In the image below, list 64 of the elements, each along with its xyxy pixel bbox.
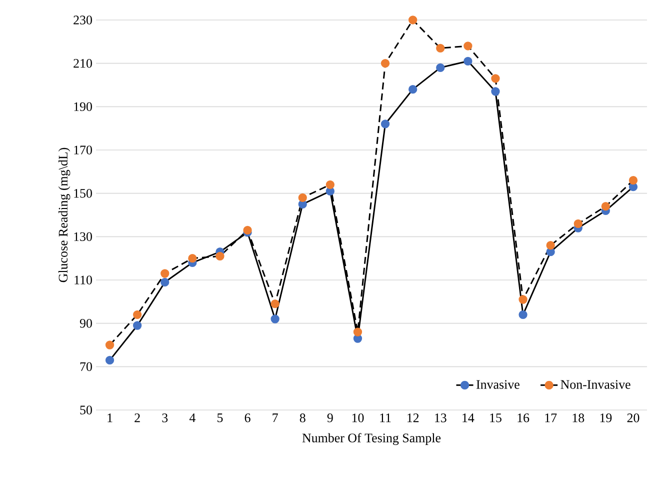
point xyxy=(601,202,610,211)
point xyxy=(380,58,390,68)
x-tick-label: 9 xyxy=(327,414,333,422)
point xyxy=(105,340,114,350)
point xyxy=(491,74,500,83)
point xyxy=(408,84,418,94)
point xyxy=(518,295,528,304)
point xyxy=(574,219,582,228)
point xyxy=(270,299,280,308)
point xyxy=(628,176,638,185)
y-tick-label: 70 xyxy=(80,362,92,372)
point xyxy=(270,314,280,324)
point xyxy=(408,16,418,24)
y-tick-label: 150 xyxy=(74,188,92,198)
point xyxy=(216,252,224,260)
legend-label: Invasive xyxy=(476,380,520,389)
x-tick-label: 19 xyxy=(600,414,612,422)
x-tick-label: 3 xyxy=(162,414,168,422)
x-tick-label: 13 xyxy=(435,414,446,422)
point xyxy=(326,180,335,189)
point xyxy=(188,254,197,263)
point xyxy=(436,63,445,72)
x-tick-label: 6 xyxy=(244,414,250,422)
point xyxy=(298,193,307,202)
point xyxy=(353,328,362,336)
x-tick-label: 15 xyxy=(490,414,502,422)
x-tick-label: 10 xyxy=(352,414,364,422)
point xyxy=(160,269,170,278)
x-tick-label: 7 xyxy=(272,414,278,422)
x-tick-label: 11 xyxy=(380,414,391,422)
y-axis-title: Glucose Reading (mg\dL) xyxy=(58,148,70,282)
y-tick-label: 130 xyxy=(74,232,92,242)
x-tick-label: 12 xyxy=(407,414,419,422)
y-tick-label: 170 xyxy=(74,146,92,154)
y-tick-label: 90 xyxy=(80,318,92,328)
point xyxy=(132,310,142,320)
x-tick-label: 5 xyxy=(217,414,223,422)
y-tick-label: 230 xyxy=(74,16,92,24)
x-tick-label: 1 xyxy=(108,414,112,422)
x-tick-label: 18 xyxy=(572,414,584,422)
x-tick-label: 20 xyxy=(627,414,640,422)
point xyxy=(546,240,555,250)
point xyxy=(518,310,528,320)
point xyxy=(464,42,472,50)
legend-label: Non-Invasive xyxy=(560,380,630,389)
x-tick-label: 14 xyxy=(462,414,474,422)
y-tick-label: 110 xyxy=(74,276,92,284)
x-tick-label: 16 xyxy=(518,414,530,422)
y-tick-label: 210 xyxy=(74,58,92,68)
x-axis-title: Number Of Tesing Sample xyxy=(302,433,441,445)
point xyxy=(491,87,500,96)
point xyxy=(464,56,472,66)
x-tick-label: 8 xyxy=(300,414,306,422)
y-tick-label: 190 xyxy=(74,102,92,112)
x-tick-label: 4 xyxy=(189,414,196,422)
point xyxy=(132,321,142,330)
point xyxy=(243,226,252,234)
point xyxy=(160,278,170,286)
x-tick-label: 17 xyxy=(545,414,557,422)
y-tick-label: 50 xyxy=(80,406,92,414)
point xyxy=(436,44,445,52)
point xyxy=(380,120,390,128)
point xyxy=(105,356,114,365)
x-tick-label: 2 xyxy=(134,414,140,422)
